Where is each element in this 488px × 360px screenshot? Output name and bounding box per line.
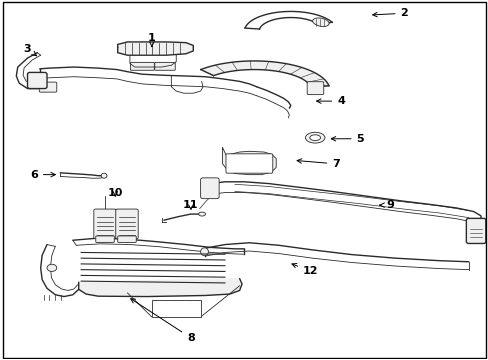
- Polygon shape: [171, 76, 203, 93]
- FancyBboxPatch shape: [96, 236, 114, 242]
- Text: 9: 9: [379, 200, 393, 210]
- Text: 2: 2: [372, 8, 407, 18]
- Text: 12: 12: [291, 264, 318, 276]
- Ellipse shape: [305, 132, 325, 143]
- Text: 10: 10: [107, 188, 122, 198]
- Ellipse shape: [309, 135, 320, 140]
- Text: 5: 5: [330, 134, 364, 144]
- Ellipse shape: [101, 173, 107, 178]
- FancyBboxPatch shape: [118, 236, 136, 242]
- FancyBboxPatch shape: [225, 154, 272, 173]
- Text: 1: 1: [148, 33, 155, 46]
- FancyBboxPatch shape: [130, 62, 154, 70]
- FancyBboxPatch shape: [39, 82, 57, 92]
- Text: 4: 4: [316, 96, 345, 106]
- FancyBboxPatch shape: [155, 62, 175, 70]
- FancyBboxPatch shape: [27, 72, 47, 89]
- Polygon shape: [201, 61, 328, 87]
- Ellipse shape: [312, 18, 328, 27]
- Polygon shape: [118, 42, 193, 55]
- FancyBboxPatch shape: [200, 178, 219, 199]
- FancyBboxPatch shape: [94, 209, 116, 239]
- Polygon shape: [130, 55, 176, 67]
- Ellipse shape: [200, 248, 208, 256]
- Text: 11: 11: [183, 200, 198, 210]
- Text: 8: 8: [130, 299, 194, 343]
- Polygon shape: [222, 148, 276, 175]
- Circle shape: [47, 264, 57, 271]
- FancyBboxPatch shape: [306, 82, 323, 95]
- FancyBboxPatch shape: [466, 219, 485, 243]
- FancyBboxPatch shape: [152, 300, 200, 317]
- FancyBboxPatch shape: [116, 209, 138, 239]
- Text: 7: 7: [297, 159, 339, 169]
- Ellipse shape: [198, 212, 205, 216]
- Polygon shape: [79, 279, 242, 297]
- Text: 3: 3: [23, 44, 37, 56]
- Text: 6: 6: [30, 170, 55, 180]
